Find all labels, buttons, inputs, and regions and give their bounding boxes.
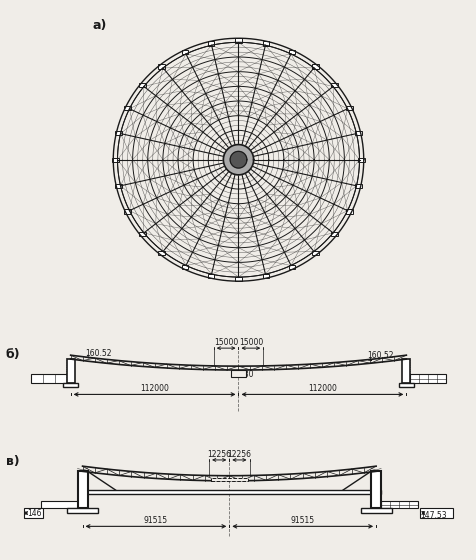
- Bar: [63, 383, 78, 387]
- Text: 15000: 15000: [238, 338, 262, 347]
- Bar: [77, 490, 380, 494]
- Bar: [124, 209, 130, 214]
- Bar: [208, 274, 214, 278]
- Bar: [380, 501, 417, 508]
- Bar: [181, 265, 188, 269]
- Bar: [124, 106, 130, 110]
- Bar: [419, 508, 452, 518]
- Text: 160.52: 160.52: [367, 351, 393, 360]
- Text: а): а): [92, 20, 107, 32]
- Text: 112000: 112000: [140, 384, 169, 393]
- Bar: [398, 383, 413, 387]
- Text: 12256: 12256: [207, 450, 231, 459]
- Polygon shape: [230, 151, 246, 168]
- Text: 12256: 12256: [227, 450, 251, 459]
- Bar: [355, 131, 361, 136]
- Bar: [77, 472, 88, 508]
- Text: в): в): [6, 455, 19, 468]
- Text: 112000: 112000: [307, 384, 336, 393]
- Bar: [402, 359, 409, 383]
- Bar: [67, 508, 98, 512]
- Text: 160.52: 160.52: [85, 348, 111, 357]
- Bar: [262, 274, 268, 278]
- Bar: [331, 232, 337, 236]
- Bar: [357, 157, 364, 162]
- Text: 91515: 91515: [290, 516, 314, 525]
- Bar: [262, 41, 268, 45]
- Bar: [158, 64, 165, 68]
- Bar: [288, 265, 295, 269]
- Text: 146: 146: [27, 508, 41, 517]
- Bar: [158, 251, 165, 255]
- Text: 147.53: 147.53: [420, 511, 446, 520]
- Bar: [208, 41, 214, 45]
- Bar: [31, 374, 67, 383]
- Bar: [115, 184, 121, 189]
- Bar: [346, 106, 352, 110]
- Polygon shape: [223, 144, 253, 175]
- Text: 15000: 15000: [214, 338, 238, 347]
- Bar: [139, 232, 145, 236]
- Bar: [115, 131, 121, 136]
- Bar: [360, 508, 391, 512]
- Bar: [288, 50, 295, 54]
- Bar: [112, 157, 119, 162]
- Bar: [409, 374, 445, 383]
- Bar: [230, 370, 246, 377]
- Text: 91515: 91515: [144, 516, 168, 525]
- Bar: [311, 64, 318, 68]
- Bar: [235, 277, 241, 281]
- Bar: [311, 251, 318, 255]
- Bar: [24, 508, 42, 518]
- Bar: [41, 501, 77, 508]
- Bar: [370, 472, 380, 508]
- Bar: [235, 38, 241, 43]
- Bar: [331, 83, 337, 87]
- Bar: [139, 83, 145, 87]
- Bar: [210, 478, 247, 481]
- Text: 980: 980: [239, 370, 253, 379]
- Bar: [181, 50, 188, 54]
- Bar: [355, 184, 361, 189]
- Bar: [346, 209, 352, 214]
- Text: б): б): [5, 348, 20, 361]
- Bar: [67, 359, 74, 383]
